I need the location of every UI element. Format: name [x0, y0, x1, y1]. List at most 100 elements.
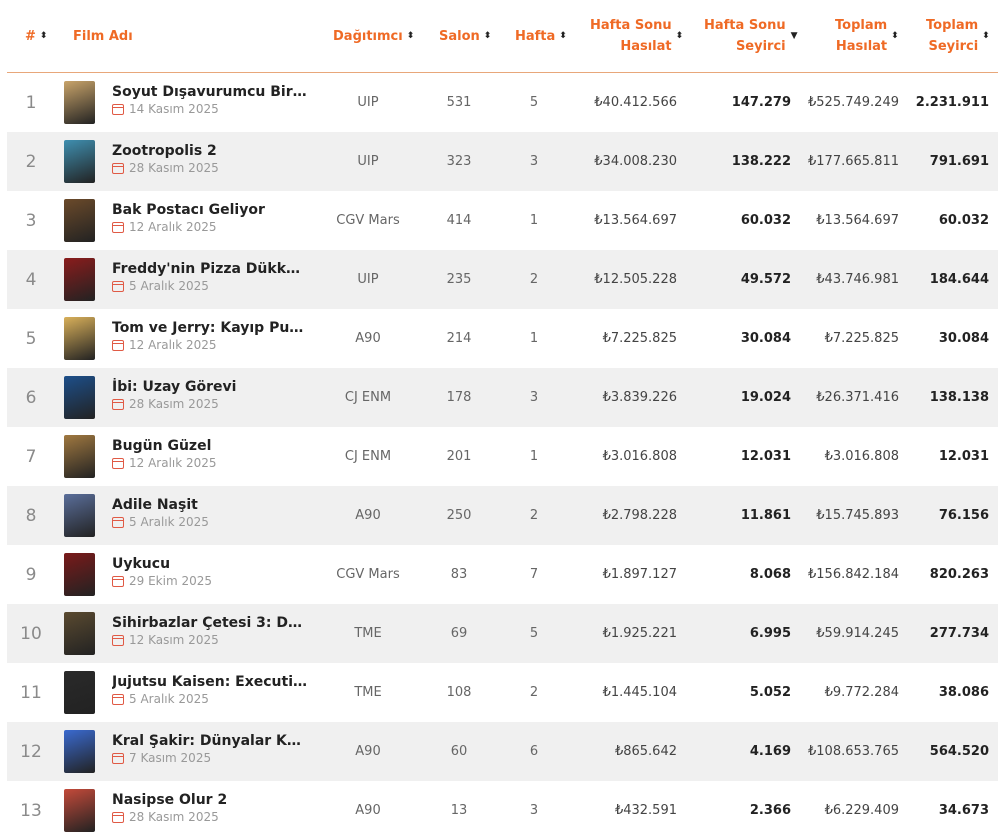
table-row[interactable]: 1 Soyut Dışavurumcu Bir … 14 Kasım 2025 …: [7, 73, 998, 132]
total-gross: ₺43.746.981: [816, 272, 899, 287]
calendar-icon: [112, 398, 124, 410]
movie-poster[interactable]: [64, 494, 95, 537]
sort-icon[interactable]: ⬍: [39, 31, 48, 41]
film-title[interactable]: Soyut Dışavurumcu Bir …: [112, 84, 308, 100]
table-row[interactable]: 3 Bak Postacı Geliyor 12 Aralık 2025 CGV…: [7, 191, 998, 250]
film-title[interactable]: Tom ve Jerry: Kayıp Pus…: [112, 320, 308, 336]
rank-number: 1: [25, 92, 37, 113]
col-weekend-gross-label: Hafta Sonu: [590, 18, 672, 33]
col-weekend-adm-header[interactable]: Hafta Sonu Seyirci ▼: [704, 0, 798, 72]
col-total-adm-label-2: Seyirci: [928, 39, 979, 54]
film-title[interactable]: Bugün Güzel: [112, 438, 212, 454]
total-gross: ₺26.371.416: [816, 390, 899, 405]
table-row[interactable]: 4 Freddy'nin Pizza Dükkan… 5 Aralık 2025…: [7, 250, 998, 309]
release-date-text: 12 Aralık 2025: [129, 220, 217, 234]
sort-icon[interactable]: ⬍: [559, 31, 567, 41]
total-admissions: 76.156: [938, 508, 989, 523]
salon-count: 250: [446, 508, 472, 523]
film-cell: İbi: Uzay Görevi 28 Kasım 2025: [112, 368, 312, 427]
film-title[interactable]: Uykucu: [112, 556, 171, 572]
table-row[interactable]: 10 Sihirbazlar Çetesi 3: Da… 12 Kasım 20…: [7, 604, 998, 663]
film-title[interactable]: Zootropolis 2: [112, 143, 217, 159]
weekend-gross: ₺2.798.228: [602, 508, 677, 523]
sort-desc-icon[interactable]: ▼: [790, 30, 798, 41]
col-hafta-header[interactable]: Hafta ⬍: [515, 0, 567, 72]
film-title[interactable]: Freddy'nin Pizza Dükkan…: [112, 261, 308, 277]
table-row[interactable]: 9 Uykucu 29 Ekim 2025 CGV Mars 83 7 ₺1.8…: [7, 545, 998, 604]
movie-poster[interactable]: [64, 789, 95, 832]
rank-number: 8: [25, 505, 37, 526]
release-date-text: 28 Kasım 2025: [129, 810, 219, 824]
week-count: 1: [529, 331, 539, 346]
table-header: # ⬍ Film Adı Dağıtımcı ⬍ Salon ⬍ Hafta ⬍…: [7, 0, 998, 73]
release-date: 29 Ekim 2025: [112, 573, 312, 589]
calendar-icon: [112, 575, 124, 587]
distributor: A90: [355, 803, 381, 818]
film-cell: Tom ve Jerry: Kayıp Pus… 12 Aralık 2025: [112, 309, 312, 368]
table-row[interactable]: 7 Bugün Güzel 12 Aralık 2025 CJ ENM 201 …: [7, 427, 998, 486]
sort-icon[interactable]: ⬍: [675, 31, 684, 41]
week-count: 6: [529, 744, 539, 759]
rank-number: 11: [20, 682, 42, 703]
distributor: CGV Mars: [336, 213, 400, 228]
rank-number: 7: [25, 446, 37, 467]
movie-poster[interactable]: [64, 612, 95, 655]
rank-number: 13: [20, 800, 42, 821]
distributor: UIP: [357, 272, 379, 287]
movie-poster[interactable]: [64, 199, 95, 242]
table-row[interactable]: 2 Zootropolis 2 28 Kasım 2025 UIP 323 3 …: [7, 132, 998, 191]
movie-poster[interactable]: [64, 435, 95, 478]
film-cell: Zootropolis 2 28 Kasım 2025: [112, 132, 312, 191]
movie-poster[interactable]: [64, 553, 95, 596]
salon-count: 69: [450, 626, 468, 641]
salon-count: 414: [446, 213, 472, 228]
movie-poster[interactable]: [64, 671, 95, 714]
film-title[interactable]: İbi: Uzay Görevi: [112, 379, 237, 395]
week-count: 2: [529, 272, 539, 287]
film-title[interactable]: Kral Şakir: Dünyalar Kar…: [112, 733, 308, 749]
film-title[interactable]: Sihirbazlar Çetesi 3: Da…: [112, 615, 308, 631]
movie-poster[interactable]: [64, 730, 95, 773]
col-total-adm-header[interactable]: Toplam Seyirci ⬍: [926, 0, 990, 72]
week-count: 3: [529, 154, 539, 169]
film-title[interactable]: Nasipse Olur 2: [112, 792, 228, 808]
calendar-icon: [112, 752, 124, 764]
table-row[interactable]: 11 Jujutsu Kaisen: Execution 5 Aralık 20…: [7, 663, 998, 722]
movie-poster[interactable]: [64, 317, 95, 360]
release-date-text: 5 Aralık 2025: [129, 279, 209, 293]
sort-icon[interactable]: ⬍: [982, 31, 990, 41]
table-row[interactable]: 13 Nasipse Olur 2 28 Kasım 2025 A90 13 3…: [7, 781, 998, 840]
movie-poster[interactable]: [64, 376, 95, 419]
table-row[interactable]: 12 Kral Şakir: Dünyalar Kar… 7 Kasım 202…: [7, 722, 998, 781]
col-film-header[interactable]: Film Adı: [73, 0, 133, 72]
film-title[interactable]: Jujutsu Kaisen: Execution: [112, 674, 308, 690]
table-row[interactable]: 5 Tom ve Jerry: Kayıp Pus… 12 Aralık 202…: [7, 309, 998, 368]
release-date: 28 Kasım 2025: [112, 160, 312, 176]
release-date-text: 28 Kasım 2025: [129, 397, 219, 411]
total-admissions: 791.691: [929, 154, 989, 169]
total-gross: ₺7.225.825: [824, 331, 899, 346]
sort-icon[interactable]: ⬍: [406, 31, 415, 41]
salon-count: 60: [450, 744, 468, 759]
col-weekend-gross-header[interactable]: Hafta Sonu Hasılat ⬍: [590, 0, 683, 72]
sort-icon[interactable]: ⬍: [891, 31, 899, 41]
movie-poster[interactable]: [64, 258, 95, 301]
movie-poster[interactable]: [64, 140, 95, 183]
film-title[interactable]: Bak Postacı Geliyor: [112, 202, 265, 218]
col-salon-header[interactable]: Salon ⬍: [439, 0, 491, 72]
film-cell: Bugün Güzel 12 Aralık 2025: [112, 427, 312, 486]
salon-count: 201: [446, 449, 472, 464]
sort-icon[interactable]: ⬍: [483, 31, 492, 41]
movie-poster[interactable]: [64, 81, 95, 124]
weekend-admissions: 138.222: [731, 154, 791, 169]
col-rank-header[interactable]: # ⬍: [25, 0, 47, 72]
release-date: 12 Kasım 2025: [112, 632, 312, 648]
film-title[interactable]: Adile Naşit: [112, 497, 198, 513]
salon-count: 531: [446, 95, 472, 110]
table-row[interactable]: 6 İbi: Uzay Görevi 28 Kasım 2025 CJ ENM …: [7, 368, 998, 427]
col-distributor-header[interactable]: Dağıtımcı ⬍: [333, 0, 414, 72]
total-admissions: 12.031: [938, 449, 989, 464]
table-row[interactable]: 8 Adile Naşit 5 Aralık 2025 A90 250 2 ₺2…: [7, 486, 998, 545]
col-total-gross-header[interactable]: Toplam Hasılat ⬍: [835, 0, 899, 72]
